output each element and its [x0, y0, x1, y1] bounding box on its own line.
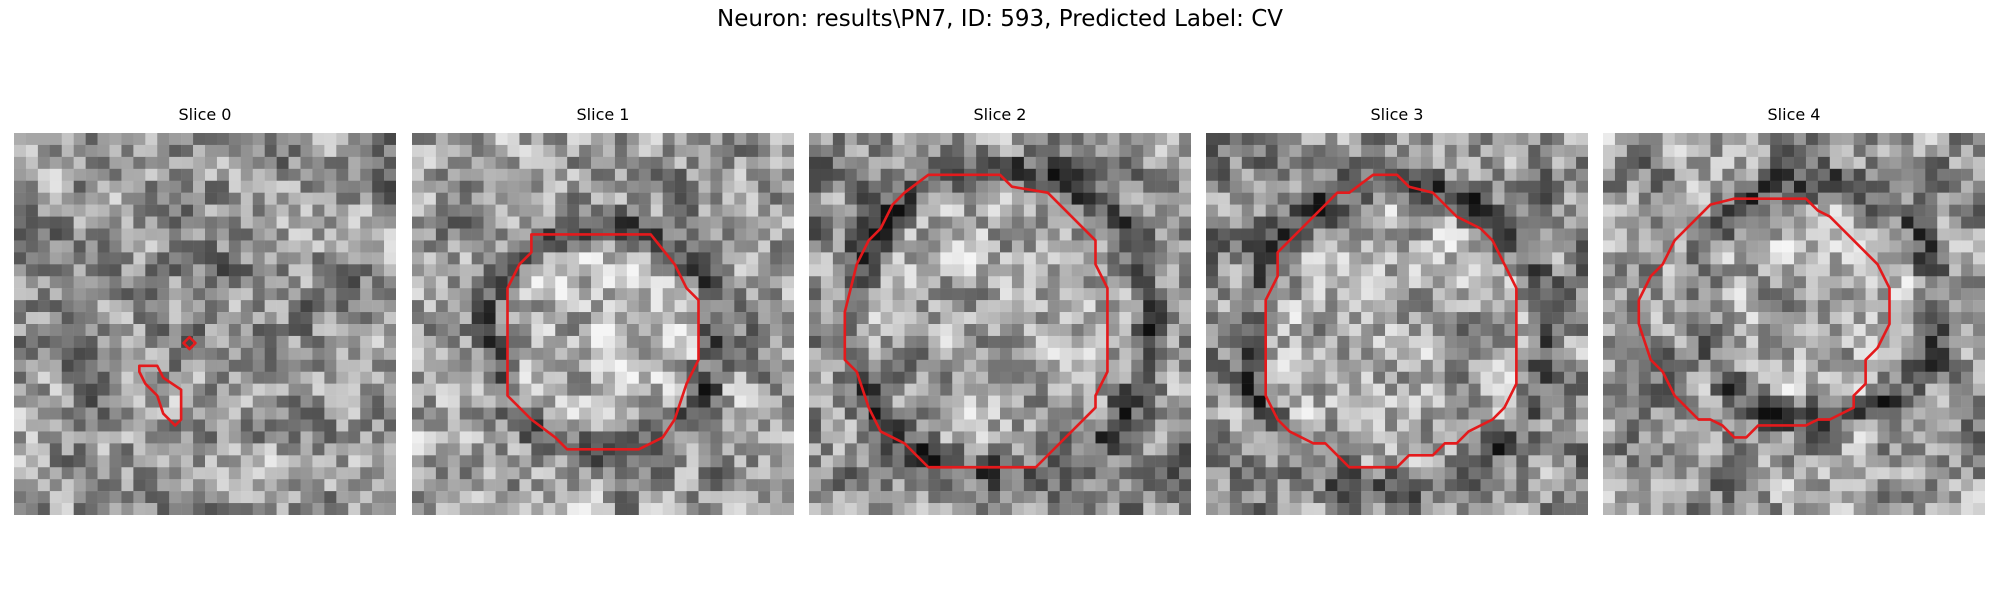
- slice-image: [809, 133, 1191, 515]
- slice-title: Slice 0: [178, 105, 232, 124]
- slice-image: [1603, 133, 1985, 515]
- slice-title: Slice 2: [973, 105, 1027, 124]
- slice-title: Slice 4: [1767, 105, 1821, 124]
- segmentation-contour: [182, 335, 197, 351]
- slice-title: Slice 3: [1370, 105, 1424, 124]
- slice-image: [14, 133, 396, 515]
- segmentation-contour: [1637, 197, 1891, 439]
- slice-image: [412, 133, 794, 515]
- segmentation-contour: [1264, 173, 1518, 469]
- slice-title: Slice 1: [576, 105, 630, 124]
- segmentation-contour: [506, 233, 700, 451]
- figure-title: Neuron: results\PN7, ID: 593, Predicted …: [717, 6, 1283, 32]
- segmentation-contour: [843, 173, 1109, 469]
- segmentation-contour: [138, 364, 183, 427]
- slice-image: [1206, 133, 1588, 515]
